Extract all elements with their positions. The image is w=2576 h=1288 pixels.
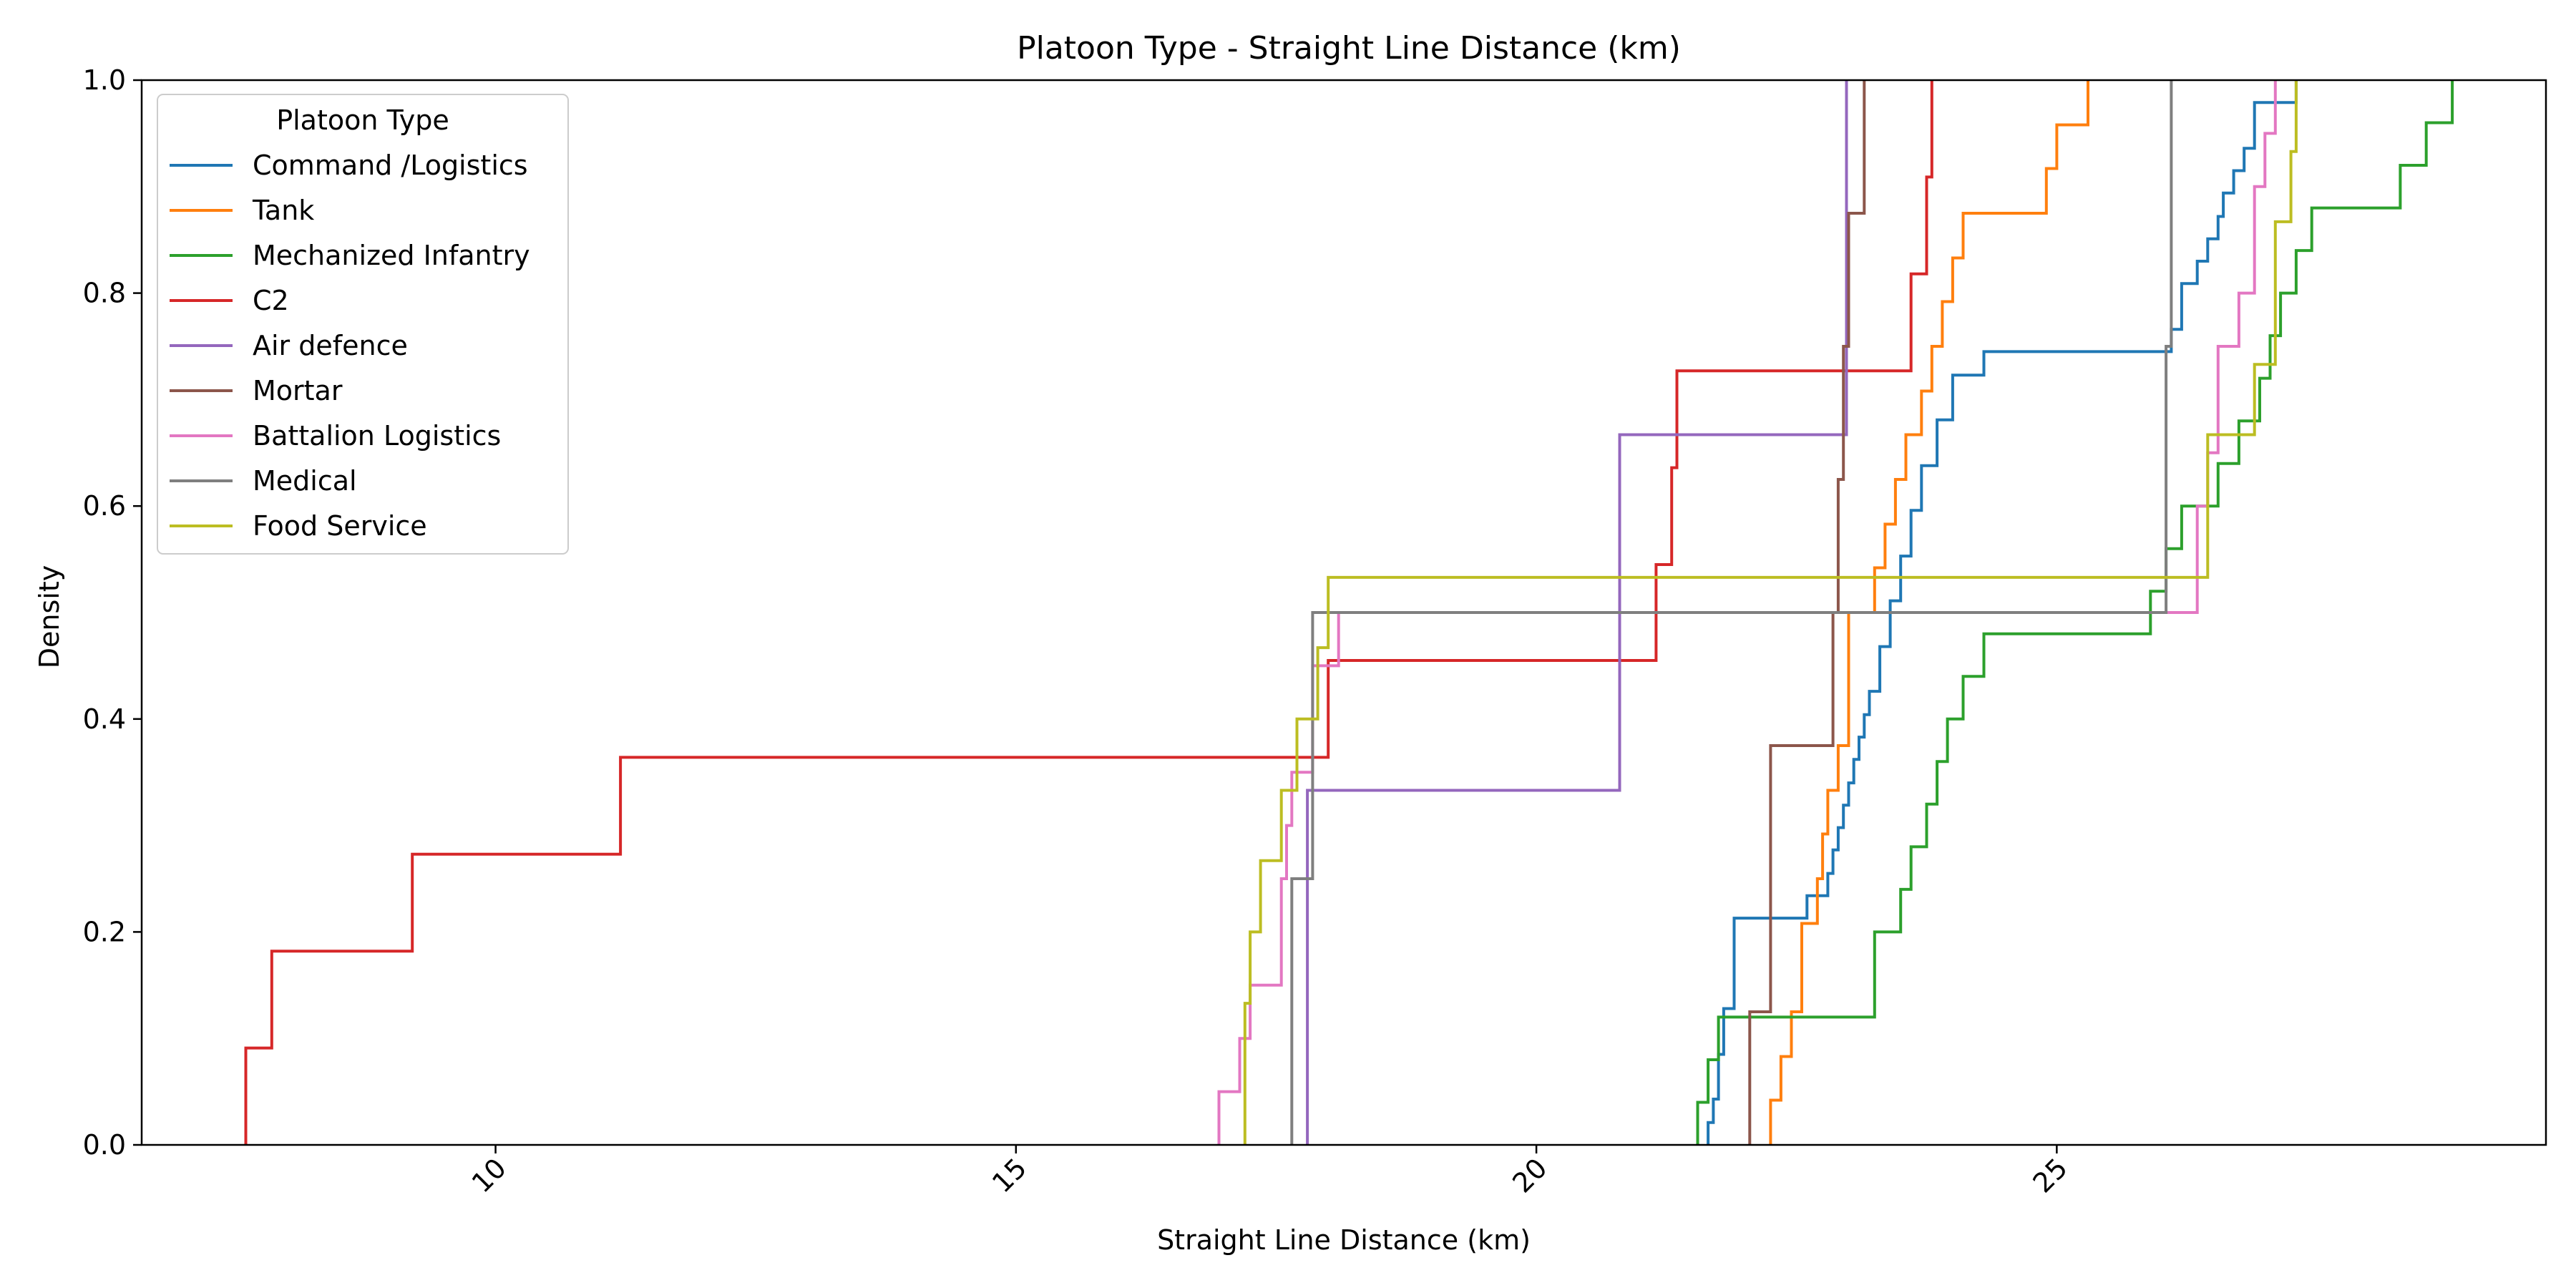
- series-line-8: [1243, 80, 2298, 1145]
- y-tick-label: 0.4: [83, 703, 126, 735]
- y-tick-label: 1.0: [83, 64, 126, 96]
- legend-label-7: Medical: [253, 465, 357, 497]
- legend-label-4: Air defence: [253, 330, 408, 361]
- y-tick-label: 0.6: [83, 490, 126, 522]
- legend-title: Platoon Type: [276, 104, 449, 136]
- legend-label-6: Battalion Logistics: [253, 420, 501, 452]
- series-line-0: [1707, 80, 2298, 1145]
- series-line-7: [1290, 80, 2173, 1145]
- legend-label-1: Tank: [252, 195, 314, 226]
- legend-items: Command /Logistics Tank Mechanized Infantr…: [170, 150, 530, 542]
- series-line-5: [1748, 80, 1866, 1145]
- series-line-2: [1696, 80, 2454, 1145]
- series-line-3: [244, 80, 1933, 1145]
- y-tick-label: 0.0: [83, 1129, 126, 1161]
- x-axis-label: Straight Line Distance (km): [1157, 1224, 1531, 1256]
- plot-series: [244, 80, 2454, 1145]
- y-axis-ticks: 0.0 0.2 0.4 0.6 0.8 1.0: [83, 64, 142, 1161]
- y-tick-label: 0.2: [83, 916, 126, 947]
- legend-label-0: Command /Logistics: [253, 150, 528, 181]
- series-line-1: [1769, 80, 2089, 1145]
- legend-label-2: Mechanized Infantry: [253, 240, 530, 271]
- y-tick-label: 0.8: [83, 278, 126, 309]
- y-axis-label: Density: [34, 565, 65, 668]
- legend-label-5: Mortar: [253, 375, 343, 406]
- series-line-6: [1217, 80, 2277, 1145]
- plot-frame: [140, 79, 2547, 1146]
- legend: Platoon Type Command /Logistics Tank Mecha…: [157, 94, 569, 555]
- legend-box: [157, 94, 569, 555]
- series-line-4: [1306, 80, 1848, 1145]
- chart-title: Platoon Type - Straight Line Distance (k…: [1017, 30, 1681, 67]
- legend-label-8: Food Service: [253, 510, 427, 542]
- legend-label-3: C2: [253, 285, 289, 316]
